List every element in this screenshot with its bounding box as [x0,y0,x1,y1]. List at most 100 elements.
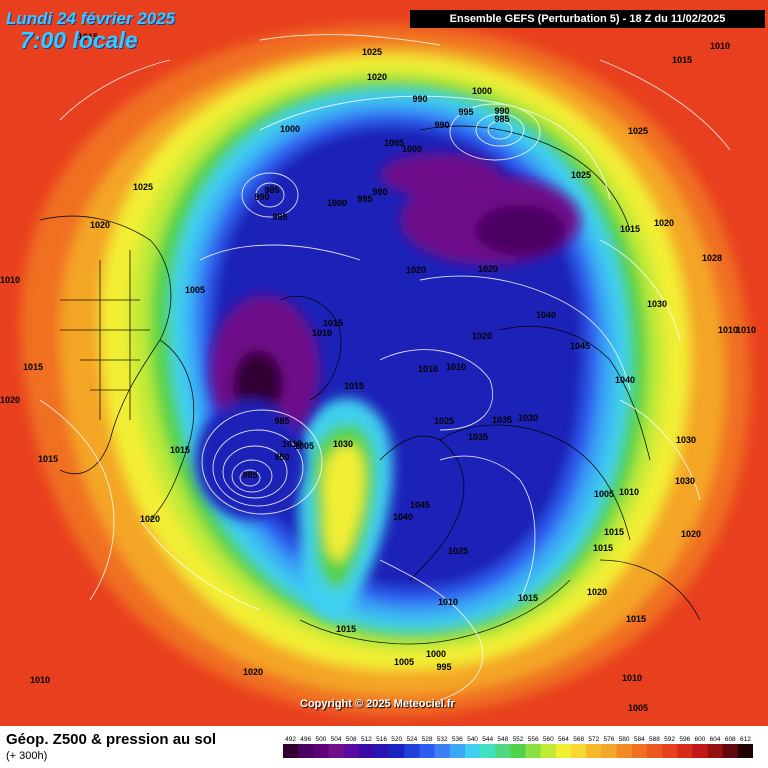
scale-swatch [283,744,299,758]
pressure-label: 1015 [23,362,43,372]
pressure-label: 1015 [78,32,98,42]
run-info-banner: Ensemble GEFS (Perturbation 5) - 18 Z du… [410,10,765,28]
parameter-title: Géop. Z500 & pression au sol [6,731,217,748]
pressure-label: 950 [274,452,289,462]
scale-value-label: 588 [649,736,660,743]
pressure-label: 1015 [604,527,624,537]
scale-swatch [313,744,329,758]
scale-swatch [434,744,451,758]
pressure-label: 1040 [536,310,556,320]
pressure-label: 1010 [312,328,332,338]
scale-value-label: 572 [588,736,599,743]
scale-value-label: 552 [513,736,524,743]
pressure-label: 1015 [336,624,356,634]
scale-value-label: 524 [406,736,417,743]
pressure-label: 990 [254,192,269,202]
scale-swatch [389,744,405,758]
copyright-text: Copyright © 2025 Meteociel.fr [300,698,455,710]
scale-swatch [662,744,678,758]
scale-value-label: 576 [604,736,615,743]
pressure-label: 1005 [185,285,205,295]
scale-swatch [343,744,360,758]
pressure-label: 1020 [90,220,110,230]
pressure-label: 1010 [710,41,730,51]
lead-time: (+ 300h) [6,750,48,762]
pressure-label: 1020 [587,587,607,597]
pressure-label: 1010 [736,325,756,335]
scale-swatch [404,744,420,758]
pressure-label: 1040 [393,512,413,522]
scale-swatch [737,744,753,758]
pressure-label: 1035 [468,432,488,442]
scale-value-label: 532 [437,736,448,743]
scale-value-label: 600 [695,736,706,743]
scale-swatch [555,744,572,758]
pressure-label: 1000 [426,649,446,659]
scale-swatch [646,744,663,758]
scale-swatch [631,744,648,758]
pressure-label: 1025 [362,47,382,57]
pressure-label: 1025 [133,182,153,192]
pressure-label: 995 [458,107,473,117]
pressure-label: 990 [434,120,449,130]
scale-swatch [464,744,481,758]
pressure-label: 1020 [0,395,20,405]
scale-swatch [449,744,466,758]
pressure-label: 1005 [294,441,314,451]
valid-date: Lundi 24 février 2025 [6,9,176,28]
valid-time: 7:00 locale [20,27,138,53]
scale-swatch [616,744,633,758]
pressure-label: 985 [242,470,257,480]
pressure-label: 1025 [448,546,468,556]
scale-swatch [677,744,693,758]
scale-value-label: 604 [710,736,721,743]
pressure-label: 1015 [170,445,190,455]
scale-swatch [586,744,602,758]
scale-value-label: 492 [285,736,296,743]
pressure-label: 985 [264,185,279,195]
pressure-label: 1030 [333,439,353,449]
scale-value-label: 508 [346,736,357,743]
valid-time-block: Lundi 24 février 2025 7:00 locale [6,9,176,53]
pressure-label: 1030 [518,413,538,423]
pressure-label: 1020 [681,529,701,539]
scale-value-label: 612 [740,736,751,743]
pressure-label: 995 [436,662,451,672]
scale-value-label: 528 [422,736,433,743]
pressure-label: 1028 [702,253,722,263]
scale-value-label: 596 [679,736,690,743]
pressure-label: 1020 [472,331,492,341]
scale-value-label: 560 [543,736,554,743]
pressure-label: 990 [494,106,509,116]
scale-value-label: 500 [315,736,326,743]
scale-value-label: 504 [331,736,342,743]
pressure-label: 1000 [280,124,300,134]
pressure-label: 1020 [140,514,160,524]
pressure-label: 1030 [675,476,695,486]
scale-swatch [540,744,557,758]
scale-swatch [707,744,723,758]
scale-value-label: 592 [664,736,675,743]
pressure-label: 1010 [622,673,642,683]
pressure-label: 1015 [620,224,640,234]
pressure-label: 1025 [571,170,591,180]
pressure-label: 1020 [406,265,426,275]
scale-swatch [358,744,375,758]
scale-value-label: 556 [528,736,539,743]
pressure-label: 1015 [672,55,692,65]
pressure-label: 1005 [628,703,648,713]
pressure-label: 1010 [282,439,302,449]
scale-value-label: 512 [361,736,372,743]
scale-value-label: 584 [634,736,645,743]
color-scale: 492 496 500 504 508 512 516 520 524 528 532 536 540 5… [283,736,753,758]
pressure-label: 1010 [0,275,20,285]
pressure-label: 1010 [446,362,466,372]
scale-value-label: 544 [482,736,493,743]
pressure-label: 1035 [492,415,512,425]
scale-value-label: 520 [391,736,402,743]
pressure-label: 995 [272,212,287,222]
pressure-label: 995 [357,194,372,204]
scale-swatch [495,744,511,758]
scale-swatch [419,744,435,758]
